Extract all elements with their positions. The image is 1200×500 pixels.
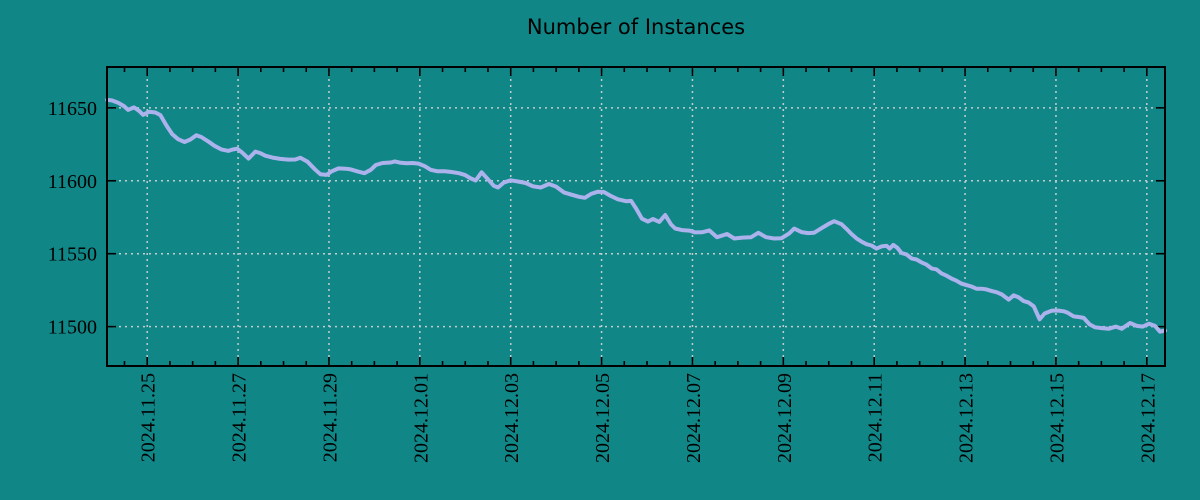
x-tick-label: 2024.12.17 — [1137, 373, 1159, 463]
x-tick-label: 2024.12.07 — [683, 373, 705, 463]
x-tick-label: 2024.12.09 — [774, 373, 796, 463]
x-tick-label: 2024.11.29 — [320, 373, 342, 462]
data-line — [105, 97, 1167, 334]
y-tick-label: 11600 — [48, 171, 97, 193]
y-tick-label: 11650 — [48, 98, 97, 120]
y-tick-label: 11550 — [48, 244, 97, 266]
x-tick-label: 2024.12.11 — [865, 373, 887, 462]
x-tick-label: 2024.12.03 — [501, 373, 523, 463]
x-tick-label: 2024.12.05 — [592, 373, 614, 463]
x-tick-label: 2024.12.13 — [956, 373, 978, 463]
plot-border — [106, 66, 1166, 367]
chart-title: Number of Instances — [526, 15, 746, 39]
x-tick-label: 2024.12.15 — [1047, 373, 1069, 463]
y-tick-label: 11500 — [48, 317, 97, 339]
x-tick-label: 2024.12.01 — [410, 373, 432, 463]
x-tick-label: 2024.11.27 — [229, 373, 251, 462]
x-tick-label: 2024.11.25 — [138, 373, 160, 462]
